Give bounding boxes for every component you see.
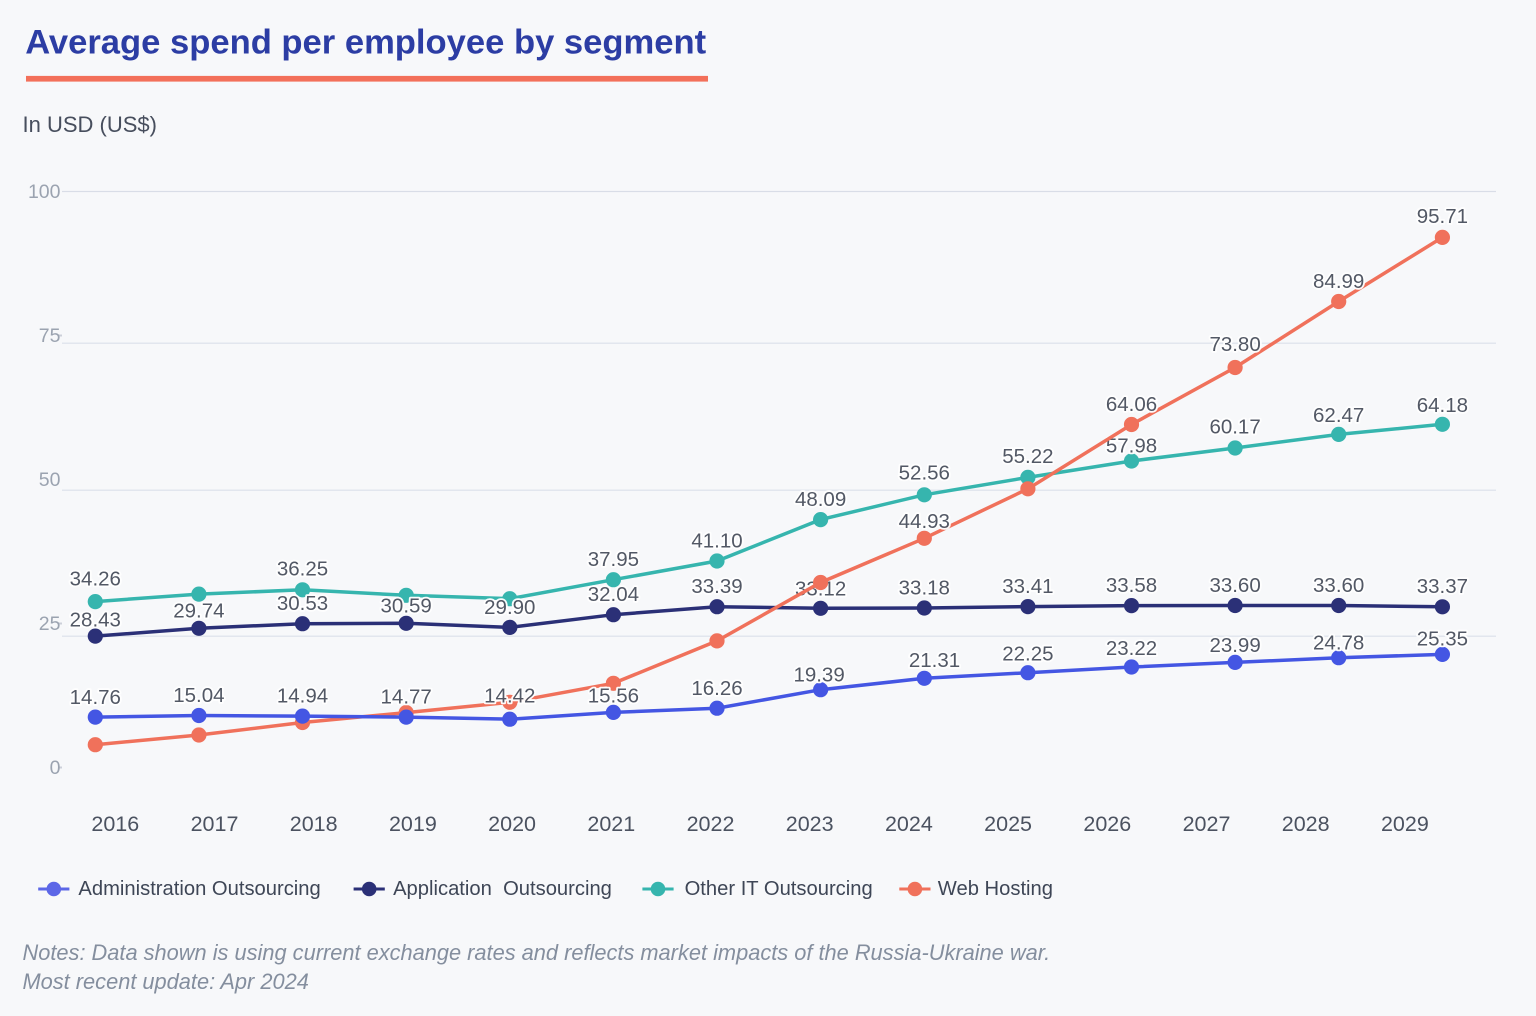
svg-text:2017: 2017: [191, 812, 239, 836]
svg-text:64.06: 64.06: [1106, 393, 1157, 416]
svg-text:14.76: 14.76: [70, 686, 121, 709]
svg-text:2025: 2025: [984, 812, 1032, 836]
svg-text:84.99: 84.99: [1313, 270, 1364, 293]
svg-text:21.31: 21.31: [909, 649, 960, 672]
svg-text:24.78: 24.78: [1313, 631, 1364, 654]
svg-text:Administration Outsourcing: Administration Outsourcing: [78, 878, 320, 900]
svg-text:14.42: 14.42: [484, 685, 535, 708]
svg-text:55.22: 55.22: [1002, 445, 1053, 468]
svg-text:30.53: 30.53: [277, 592, 328, 615]
svg-text:2018: 2018: [290, 812, 338, 836]
svg-text:Most recent update: Apr 2024: Most recent update: Apr 2024: [23, 969, 309, 994]
svg-text:0: 0: [50, 757, 61, 779]
svg-text:36.25: 36.25: [277, 558, 328, 581]
svg-text:50: 50: [39, 469, 61, 491]
svg-text:14.77: 14.77: [381, 686, 432, 709]
svg-text:Notes: Data shown is using cur: Notes: Data shown is using current excha…: [23, 940, 1051, 965]
svg-text:2026: 2026: [1083, 812, 1131, 836]
svg-text:57.98: 57.98: [1106, 434, 1157, 457]
svg-text:2029: 2029: [1381, 812, 1429, 836]
svg-text:32.04: 32.04: [588, 583, 639, 606]
svg-text:73.80: 73.80: [1209, 333, 1260, 356]
svg-text:15.04: 15.04: [173, 684, 224, 707]
svg-text:25.35: 25.35: [1417, 628, 1468, 651]
svg-text:19.39: 19.39: [793, 663, 844, 686]
svg-text:33.41: 33.41: [1002, 575, 1053, 598]
svg-text:23.99: 23.99: [1209, 634, 1260, 657]
svg-text:44.93: 44.93: [899, 510, 950, 533]
svg-text:33.39: 33.39: [691, 575, 742, 598]
svg-text:23.22: 23.22: [1106, 637, 1157, 660]
svg-text:2021: 2021: [587, 812, 635, 836]
svg-text:29.90: 29.90: [484, 596, 535, 619]
svg-text:75: 75: [39, 325, 61, 347]
svg-text:29.74: 29.74: [173, 599, 224, 622]
svg-text:Other IT Outsourcing: Other IT Outsourcing: [685, 878, 873, 900]
svg-text:34.26: 34.26: [70, 568, 121, 591]
svg-text:28.43: 28.43: [70, 609, 121, 632]
svg-text:2019: 2019: [389, 812, 437, 836]
svg-text:2022: 2022: [687, 812, 735, 836]
svg-text:14.94: 14.94: [277, 685, 328, 708]
svg-text:62.47: 62.47: [1313, 404, 1364, 427]
svg-text:In USD (US$): In USD (US$): [23, 112, 157, 137]
svg-text:Application Outsourcing: Application Outsourcing: [393, 878, 612, 900]
svg-text:33.60: 33.60: [1209, 574, 1260, 597]
svg-text:2020: 2020: [488, 812, 536, 836]
svg-text:30.59: 30.59: [381, 595, 432, 618]
svg-text:2028: 2028: [1282, 812, 1330, 836]
svg-text:33.18: 33.18: [899, 576, 950, 599]
svg-text:22.25: 22.25: [1002, 642, 1053, 665]
svg-text:37.95: 37.95: [588, 548, 639, 571]
svg-text:Web Hosting: Web Hosting: [938, 878, 1053, 900]
svg-text:52.56: 52.56: [899, 462, 950, 485]
svg-text:48.09: 48.09: [795, 488, 846, 511]
svg-text:2023: 2023: [786, 812, 834, 836]
svg-text:2016: 2016: [91, 812, 139, 836]
svg-text:33.37: 33.37: [1417, 575, 1468, 598]
svg-text:33.58: 33.58: [1106, 574, 1157, 597]
svg-text:25: 25: [39, 613, 61, 635]
svg-text:2027: 2027: [1183, 812, 1231, 836]
svg-text:95.71: 95.71: [1417, 205, 1468, 228]
svg-text:15.56: 15.56: [588, 684, 639, 707]
svg-text:2024: 2024: [885, 812, 933, 836]
svg-text:16.26: 16.26: [691, 677, 742, 700]
svg-text:41.10: 41.10: [691, 529, 742, 552]
svg-text:100: 100: [28, 181, 61, 203]
svg-text:60.17: 60.17: [1209, 416, 1260, 439]
svg-text:Average spend per employee by: Average spend per employee by segment: [25, 24, 706, 62]
svg-text:33.60: 33.60: [1313, 574, 1364, 597]
svg-text:64.18: 64.18: [1417, 394, 1468, 417]
